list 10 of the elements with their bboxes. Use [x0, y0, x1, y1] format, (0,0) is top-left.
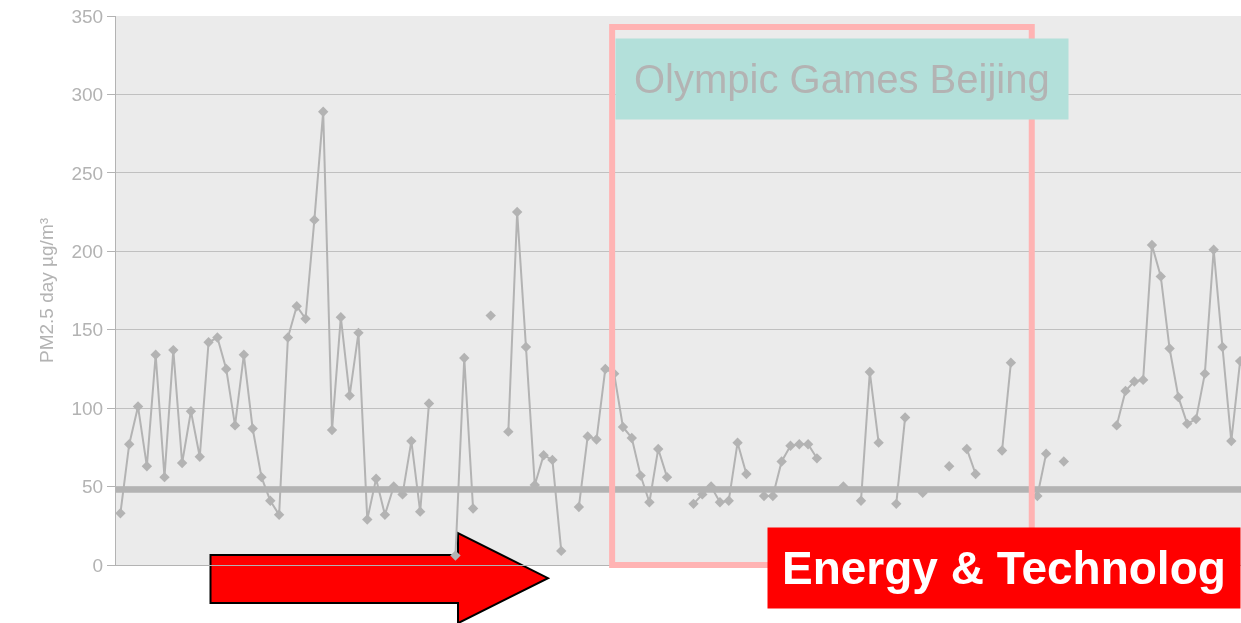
- y-tick-label: 150: [71, 319, 104, 341]
- y-tick-label: 250: [71, 162, 104, 184]
- y-tick-label: 0: [92, 554, 104, 576]
- y-tick-label: 300: [71, 84, 104, 106]
- y-tick-label: 50: [82, 476, 104, 498]
- y-tick-label: 100: [71, 397, 104, 419]
- y-tick-label: 350: [71, 5, 104, 27]
- y-tick-label: 200: [71, 240, 104, 262]
- y-axis-title: PM2.5 day µg/m³: [36, 217, 58, 364]
- annotation: Energy & Technolog: [782, 542, 1226, 594]
